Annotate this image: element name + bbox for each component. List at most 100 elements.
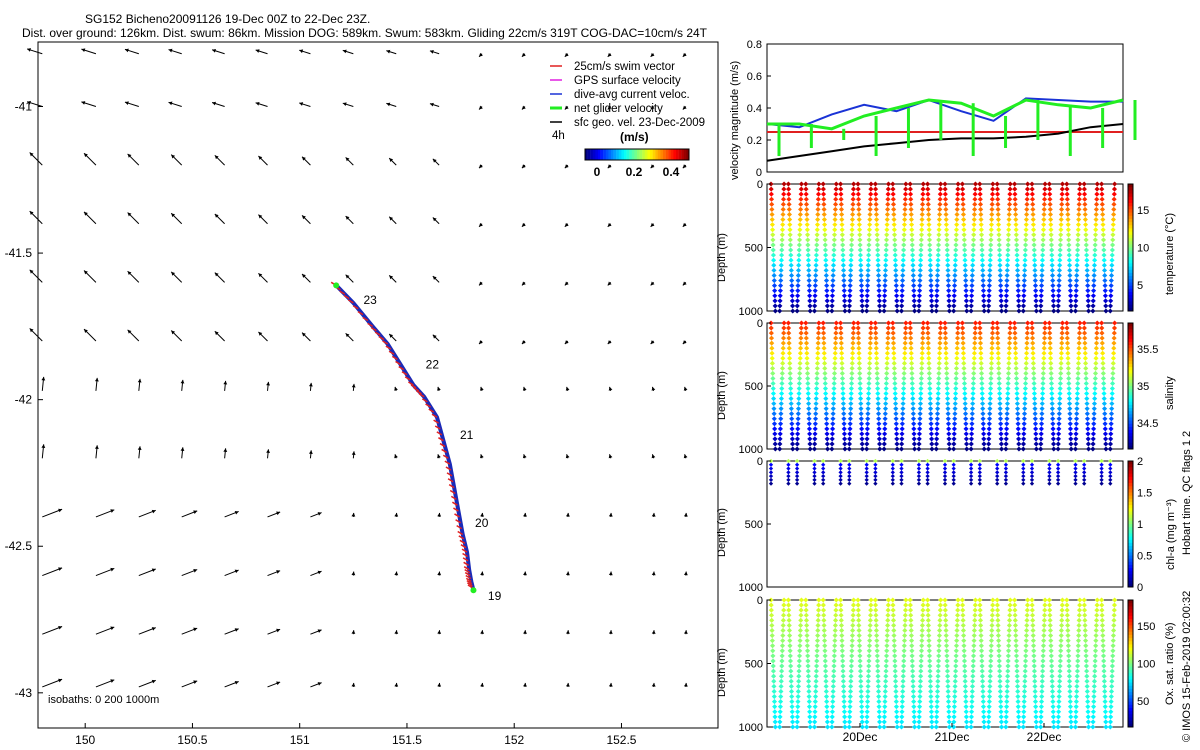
profile-point — [804, 206, 810, 212]
profile-point — [928, 277, 934, 284]
profile-point — [849, 643, 855, 649]
colorbar-cell — [1128, 426, 1133, 431]
profile-point — [998, 283, 1004, 289]
profile-point — [769, 201, 775, 207]
profile-point — [1013, 643, 1019, 649]
profile-point — [1081, 320, 1087, 326]
profile-point — [804, 638, 810, 644]
profile-point — [830, 406, 836, 412]
profile-point — [873, 206, 879, 212]
profile-point — [849, 380, 855, 387]
colorbar-cell — [1128, 577, 1133, 582]
profile-point — [1033, 724, 1039, 730]
profile-point — [899, 693, 906, 700]
colorbar-tick-label-2: 34.5 — [1137, 418, 1158, 430]
profile-point — [768, 335, 775, 341]
profile-point — [1039, 699, 1045, 705]
colorbar-cell — [1128, 600, 1133, 604]
colorbar-cell — [1128, 711, 1133, 715]
profile-point — [1074, 688, 1080, 694]
profile-point — [1111, 622, 1117, 628]
swim-vector — [464, 568, 471, 574]
map-title-line1: SG152 Bicheno20091126 19-Dec 00Z to 22-D… — [85, 12, 371, 26]
profile-point — [920, 597, 926, 603]
profile-point — [804, 365, 810, 371]
profile-point — [1093, 365, 1099, 371]
velocity-arrowhead — [608, 630, 613, 634]
profile-point — [875, 267, 881, 273]
profile-point — [955, 181, 961, 187]
profile-point — [812, 704, 818, 710]
profile-point — [1048, 227, 1054, 233]
profile-point — [970, 237, 977, 243]
swim-vector — [466, 579, 473, 585]
profile-point — [1015, 293, 1021, 299]
colorbar-cell — [1128, 695, 1133, 699]
profile-point — [952, 683, 958, 689]
profile-point — [908, 617, 914, 623]
profile-point — [772, 431, 778, 437]
chl-point — [890, 477, 895, 483]
profile-point — [934, 699, 940, 705]
profile-point — [935, 252, 941, 258]
profile-point — [1101, 663, 1107, 669]
profile-point — [883, 401, 889, 407]
chl-point — [838, 473, 843, 479]
profile-point — [1102, 421, 1108, 427]
profile-point — [1004, 411, 1010, 417]
profile-point — [1090, 724, 1096, 730]
profile-point — [824, 714, 830, 720]
profile-point — [893, 421, 899, 427]
profile-point — [1082, 627, 1088, 634]
velocity-arrowhead — [302, 273, 306, 278]
velocity-arrowhead — [124, 101, 129, 106]
profile-point — [936, 658, 942, 664]
profile-point — [786, 622, 792, 628]
profile-point — [978, 633, 984, 639]
colorbar-cell — [1128, 638, 1133, 642]
profile-point — [979, 668, 985, 674]
swim-vector — [371, 327, 377, 332]
profile-point — [994, 597, 1000, 603]
profile-point — [1029, 196, 1036, 202]
profile-point — [1040, 648, 1046, 654]
profile-point — [857, 385, 863, 392]
profile-point — [1056, 283, 1062, 289]
profile-point — [1090, 714, 1096, 720]
profile-point — [937, 330, 943, 336]
profile-point — [1108, 293, 1114, 299]
swim-vector — [463, 561, 470, 566]
profile-point — [1094, 330, 1100, 336]
profile-point — [927, 668, 933, 674]
profile-point — [1056, 699, 1062, 705]
profile-point — [795, 683, 802, 689]
profile-point — [830, 688, 836, 694]
profile-point — [1024, 335, 1030, 341]
profile-point — [1047, 335, 1053, 341]
profile-point — [1074, 411, 1080, 417]
colorbar-cell — [1128, 430, 1133, 434]
map-title-line2: Dist. over ground: 126km. Dist. swum: 86… — [22, 26, 708, 40]
profile-point — [892, 242, 898, 248]
profile-point — [929, 441, 935, 447]
velocity-arrowhead — [521, 222, 526, 227]
vel-series-sfc — [766, 123, 1124, 162]
profile-point — [979, 375, 985, 381]
profile-point — [1110, 370, 1116, 376]
profile-point — [899, 293, 905, 299]
profile-point — [1100, 355, 1106, 361]
chl-point — [899, 462, 904, 467]
profile-point — [990, 325, 996, 331]
profile-point — [805, 653, 811, 659]
profile-point — [848, 257, 854, 263]
profile-point — [970, 380, 976, 387]
profile-point — [969, 288, 975, 294]
chl-point — [1108, 470, 1113, 475]
profile-point — [962, 262, 968, 268]
velocity-arrowhead — [308, 382, 313, 387]
profile-point — [902, 211, 908, 218]
profile-point — [1039, 262, 1045, 268]
profile-point — [804, 633, 810, 639]
profile-point — [1055, 436, 1061, 442]
profile-point — [831, 385, 837, 392]
